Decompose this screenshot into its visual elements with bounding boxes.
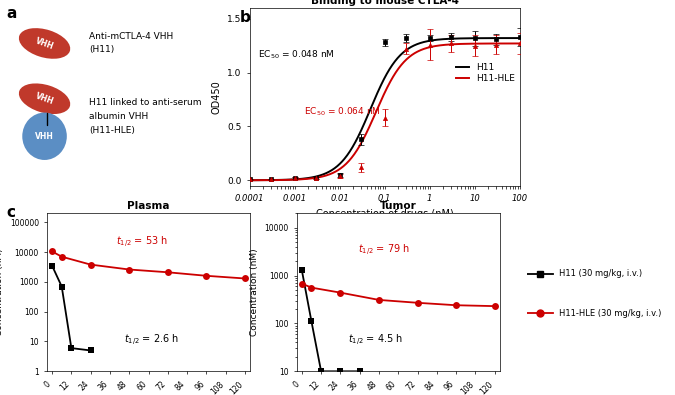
Text: $t_{1/2}$ = 53 h: $t_{1/2}$ = 53 h bbox=[116, 235, 168, 250]
Title: Plasma: Plasma bbox=[128, 201, 169, 211]
Text: VHH: VHH bbox=[34, 91, 55, 106]
Text: VHH: VHH bbox=[35, 132, 54, 141]
Title: Binding to mouse CTLA-4: Binding to mouse CTLA-4 bbox=[310, 0, 459, 6]
Y-axis label: OD450: OD450 bbox=[211, 80, 221, 114]
Text: b: b bbox=[240, 10, 250, 25]
X-axis label: Concentration of drugs (nM): Concentration of drugs (nM) bbox=[316, 209, 454, 218]
Text: EC$_{50}$ = 0.064 nM: EC$_{50}$ = 0.064 nM bbox=[304, 105, 381, 118]
Text: H11 (30 mg/kg, i.v.): H11 (30 mg/kg, i.v.) bbox=[559, 269, 643, 278]
Legend: H11, H11-HLE: H11, H11-HLE bbox=[456, 63, 515, 83]
Y-axis label: Concentration (nM): Concentration (nM) bbox=[250, 248, 259, 336]
Text: albumin VHH: albumin VHH bbox=[89, 112, 148, 121]
Text: H11-HLE (30 mg/kg, i.v.): H11-HLE (30 mg/kg, i.v.) bbox=[559, 308, 662, 318]
Y-axis label: Concentration (nM): Concentration (nM) bbox=[0, 248, 4, 336]
Text: a: a bbox=[7, 6, 17, 21]
Text: EC$_{50}$ = 0.048 nM: EC$_{50}$ = 0.048 nM bbox=[258, 49, 335, 61]
Text: $t_{1/2}$ = 4.5 h: $t_{1/2}$ = 4.5 h bbox=[348, 333, 403, 348]
Text: (H11): (H11) bbox=[89, 45, 114, 54]
Text: (H11-HLE): (H11-HLE) bbox=[89, 126, 135, 135]
Text: $t_{1/2}$ = 79 h: $t_{1/2}$ = 79 h bbox=[358, 243, 410, 258]
Text: Anti-mCTLA-4 VHH: Anti-mCTLA-4 VHH bbox=[89, 32, 173, 41]
Text: VHH: VHH bbox=[34, 36, 55, 51]
Ellipse shape bbox=[22, 113, 67, 160]
Text: H11 linked to anti-serum: H11 linked to anti-serum bbox=[89, 98, 202, 107]
Text: c: c bbox=[7, 205, 16, 220]
Text: $t_{1/2}$ = 2.6 h: $t_{1/2}$ = 2.6 h bbox=[124, 333, 180, 348]
Ellipse shape bbox=[19, 83, 70, 114]
Title: Tumor: Tumor bbox=[380, 201, 416, 211]
Ellipse shape bbox=[19, 28, 70, 59]
